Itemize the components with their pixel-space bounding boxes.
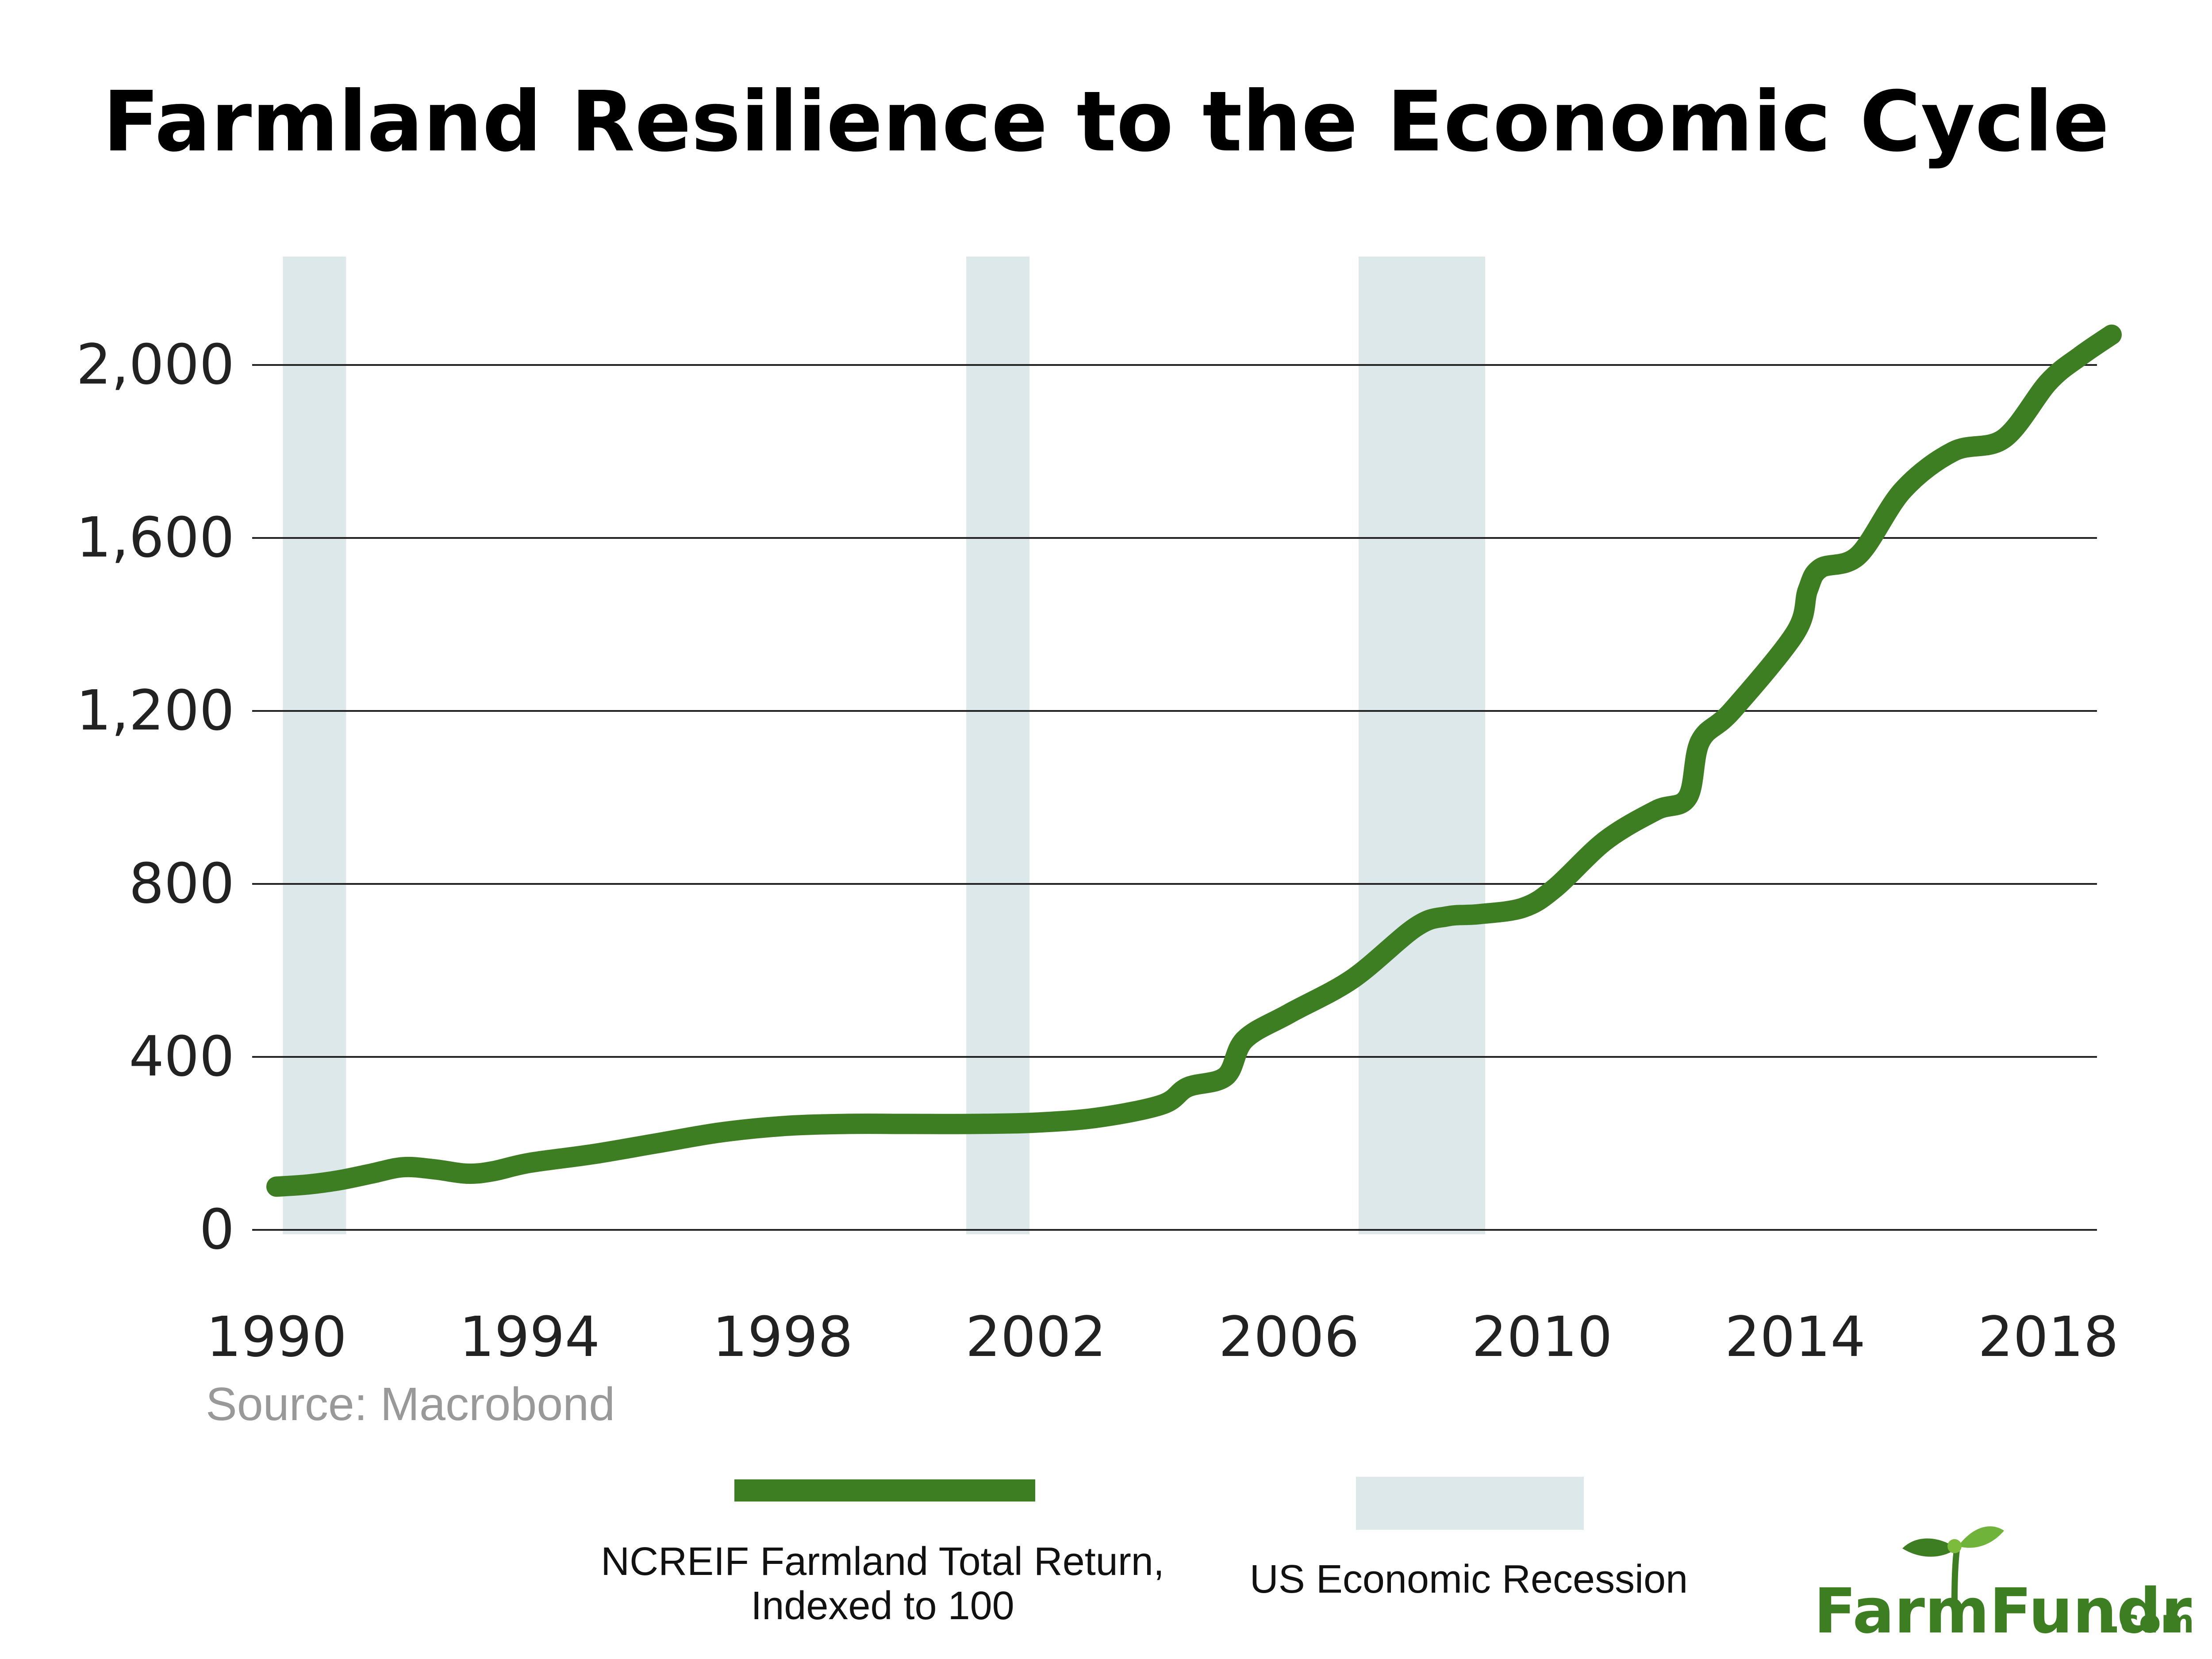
- x-axis-ticks: 1990 1994 1998 2002 2006 2010 2014 2018: [206, 1305, 2119, 1369]
- x-tick-label-1998: 1998: [712, 1305, 853, 1369]
- recession-band-3: [1358, 257, 1485, 1234]
- legend: NCREIF Farmland Total Return, Indexed to…: [601, 1477, 1688, 1628]
- y-tick-label-800: 800: [129, 852, 234, 916]
- recession-band-1: [283, 257, 346, 1234]
- x-tick-label-2018: 2018: [1978, 1305, 2119, 1369]
- chart-title: Farmland Resilience to the Economic Cycl…: [103, 73, 2109, 170]
- legend-band-label: US Economic Recession: [1250, 1557, 1688, 1601]
- grid-lines: [252, 364, 2097, 1231]
- legend-band-swatch: [1356, 1477, 1584, 1530]
- x-tick-label-2002: 2002: [965, 1305, 1106, 1369]
- x-tick-label-1994: 1994: [459, 1305, 600, 1369]
- x-tick-label-2010: 2010: [1472, 1305, 1613, 1369]
- x-tick-label-1990: 1990: [206, 1305, 347, 1369]
- legend-line-label-1: NCREIF Farmland Total Return,: [601, 1540, 1164, 1584]
- y-tick-label-400: 400: [129, 1025, 234, 1089]
- series-line-farmland-return: [266, 324, 2122, 1197]
- y-tick-label-2000: 2,000: [76, 333, 234, 397]
- farmfundr-logo: FarmFundr .com: [1814, 1526, 2194, 1647]
- y-tick-label-1200: 1,200: [76, 679, 234, 743]
- y-tick-label-0: 0: [199, 1198, 234, 1262]
- y-axis-ticks: 0 400 800 1,200 1,600 2,000: [76, 333, 234, 1262]
- x-tick-label-2006: 2006: [1219, 1305, 1359, 1369]
- legend-line-swatch: [734, 1479, 1035, 1502]
- legend-line-label-2: Indexed to 100: [751, 1584, 1014, 1628]
- recession-band-2: [966, 257, 1030, 1234]
- sprout-icon: [1902, 1526, 2004, 1602]
- source-note: Source: Macrobond: [206, 1378, 615, 1430]
- recession-bands: [283, 257, 1485, 1234]
- logo-suffix: .com: [2108, 1603, 2194, 1640]
- y-tick-label-1600: 1,600: [76, 506, 234, 570]
- logo-text: FarmFundr: [1814, 1575, 2192, 1647]
- x-tick-label-2014: 2014: [1725, 1305, 1866, 1369]
